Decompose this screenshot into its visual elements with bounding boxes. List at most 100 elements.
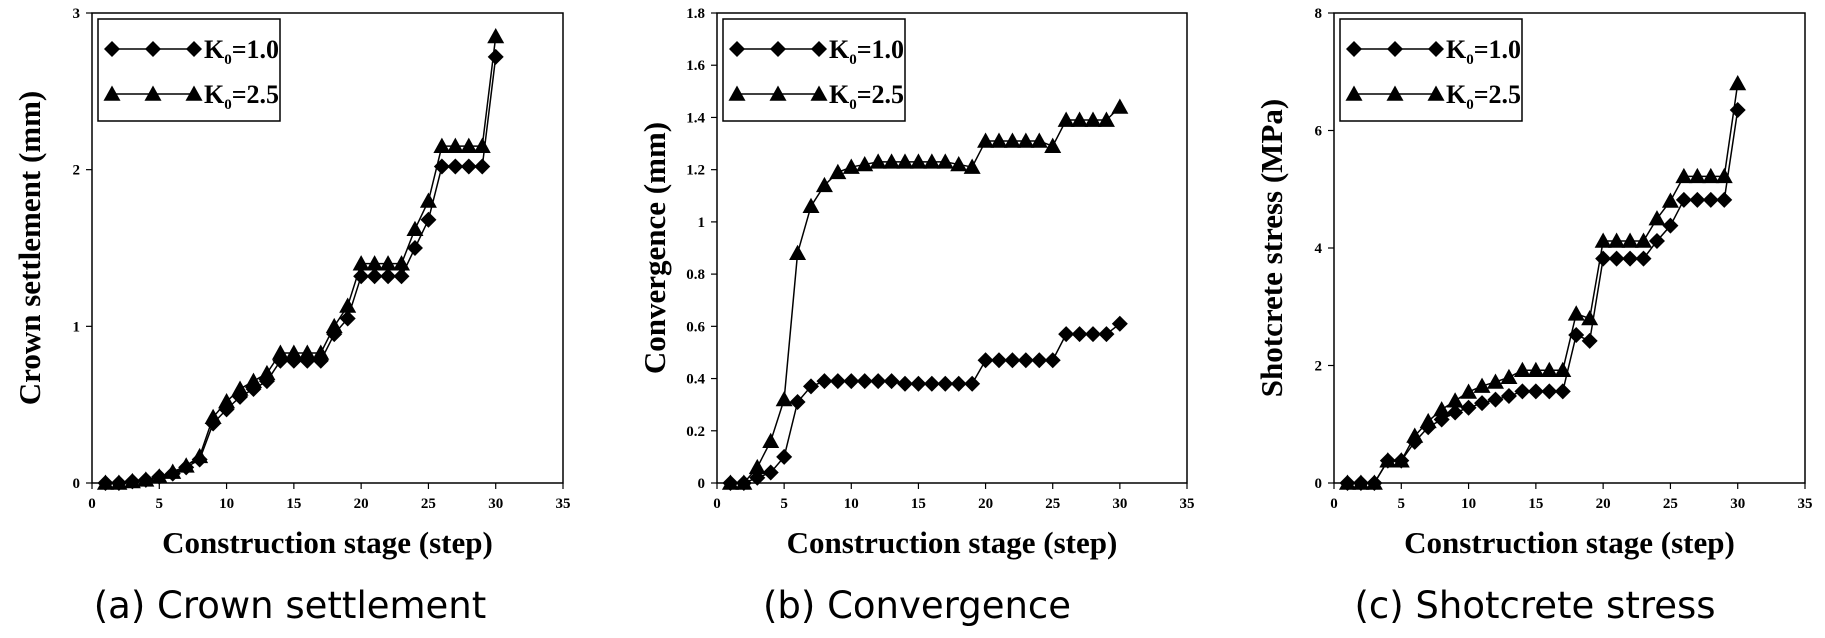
x-tick-label: 20	[978, 496, 993, 512]
data-point-triangle	[1352, 474, 1370, 490]
data-point-diamond	[1058, 326, 1075, 343]
data-point-triangle	[856, 155, 874, 172]
data-point-diamond	[977, 352, 994, 369]
data-point-triangle	[218, 393, 236, 409]
data-point-triangle	[1527, 361, 1545, 377]
series-diamond	[1339, 101, 1746, 491]
x-tick-label: 5	[780, 496, 788, 512]
data-point-triangle	[1071, 111, 1089, 127]
data-point-diamond	[447, 158, 464, 175]
y-tick-label: 2	[1315, 359, 1323, 375]
y-axis-title: Convergence (mm)	[637, 122, 672, 374]
data-point-triangle	[419, 192, 437, 208]
legend-label-subscript: 0	[849, 97, 857, 113]
panel-caption: (a) Crown settlement	[94, 584, 487, 627]
data-point-diamond	[487, 48, 504, 65]
data-point-triangle	[1419, 412, 1437, 429]
data-point-triangle	[936, 153, 954, 169]
legend-label-value: =1.0	[1474, 35, 1521, 64]
data-point-triangle	[325, 317, 343, 334]
x-tick-label: 15	[286, 496, 301, 512]
x-tick-label: 20	[354, 496, 369, 512]
data-point-triangle	[1044, 137, 1062, 153]
data-point-triangle	[487, 28, 505, 44]
data-point-diamond	[1689, 191, 1706, 208]
data-point-triangle	[1084, 111, 1102, 127]
legend-label-subscript: 0	[1466, 97, 1474, 113]
legend-label: K0=2.5	[204, 80, 279, 113]
data-point-triangle	[1513, 361, 1531, 377]
legend-box	[722, 18, 906, 122]
data-point-diamond	[420, 211, 437, 228]
data-point-triangle	[883, 153, 901, 169]
chart-panel-b: 0 5 10 15 20 25 30 35 0 0.2 0.4 0.6 0.8 1 1.2 1.4 1.6 1.8…	[637, 6, 1195, 627]
data-point-triangle	[1017, 132, 1035, 148]
data-point-triangle	[271, 344, 289, 360]
data-point-triangle	[406, 220, 424, 236]
data-point-diamond	[1487, 391, 1504, 408]
legend-label: K0=1.0	[204, 35, 279, 68]
data-point-triangle	[1500, 368, 1518, 385]
y-tick-label: 0.6	[686, 319, 705, 335]
legend-label: K0=1.0	[829, 35, 904, 68]
data-point-triangle	[352, 255, 370, 271]
x-tick-label: 20	[1596, 496, 1611, 512]
data-point-triangle	[1111, 98, 1129, 114]
data-point-diamond	[883, 373, 900, 390]
data-point-diamond	[991, 352, 1007, 369]
y-axis-title: Crown settlement (mm)	[12, 91, 47, 406]
legend-label-main: K	[1446, 35, 1467, 64]
data-point-triangle	[1097, 111, 1115, 127]
legend-box	[1339, 18, 1523, 122]
legend-label: K0=2.5	[829, 80, 904, 113]
x-tick-label: 15	[911, 496, 926, 512]
data-point-diamond	[1004, 352, 1021, 369]
plot-frame	[91, 12, 564, 484]
x-axis-title: Construction stage (step)	[162, 525, 493, 560]
data-point-diamond	[393, 268, 410, 285]
data-point-triangle	[802, 197, 820, 214]
data-point-triangle	[433, 137, 451, 153]
legend-label-subscript: 0	[849, 52, 857, 68]
data-point-diamond	[937, 375, 954, 392]
data-point-diamond	[923, 375, 940, 392]
data-point-diamond	[950, 375, 967, 392]
legend-marker-diamond	[1346, 41, 1362, 57]
legend-label-value: =1.0	[232, 35, 279, 64]
data-point-triangle	[1406, 427, 1424, 443]
data-point-triangle	[1688, 167, 1706, 184]
legend-label-main: K	[829, 80, 850, 109]
legend-marker-triangle	[1427, 85, 1445, 101]
x-tick-label: 5	[156, 496, 164, 512]
data-point-triangle	[1486, 373, 1504, 389]
data-point-triangle	[285, 344, 303, 360]
chart-panel-c: 0 5 10 15 20 25 30 35 0 2 4 6 8 Construction stage (s…	[1254, 6, 1813, 627]
data-point-triangle	[1473, 377, 1491, 393]
x-tick-label: 0	[1330, 496, 1338, 512]
data-point-diamond	[1702, 191, 1719, 208]
legend-label-main: K	[829, 35, 850, 64]
data-point-triangle	[298, 344, 316, 360]
data-point-triangle	[909, 153, 927, 169]
data-point-diamond	[366, 268, 383, 285]
data-point-triangle	[923, 153, 941, 169]
data-point-triangle	[1446, 392, 1464, 408]
x-tick-label: 35	[556, 496, 571, 512]
x-tick-label: 10	[1461, 496, 1476, 512]
legend-label-main: K	[204, 35, 225, 64]
data-point-triangle	[1729, 75, 1747, 91]
x-tick-label: 30	[488, 496, 503, 512]
series-line-diamond	[1347, 109, 1739, 484]
data-point-triangle	[446, 137, 464, 153]
data-point-diamond	[1541, 383, 1558, 400]
data-point-triangle	[1554, 361, 1572, 377]
chart-panel-a: 0 5 10 15 20 25 30 35 0 1 2 3 Construction stage (st…	[12, 6, 571, 627]
legend-marker-triangle	[1345, 85, 1363, 101]
data-point-triangle	[473, 137, 491, 153]
data-point-triangle	[393, 255, 411, 271]
data-point-triangle	[137, 471, 155, 487]
data-point-triangle	[110, 474, 128, 490]
x-tick-label: 30	[1730, 496, 1745, 512]
data-point-triangle	[1567, 305, 1585, 321]
